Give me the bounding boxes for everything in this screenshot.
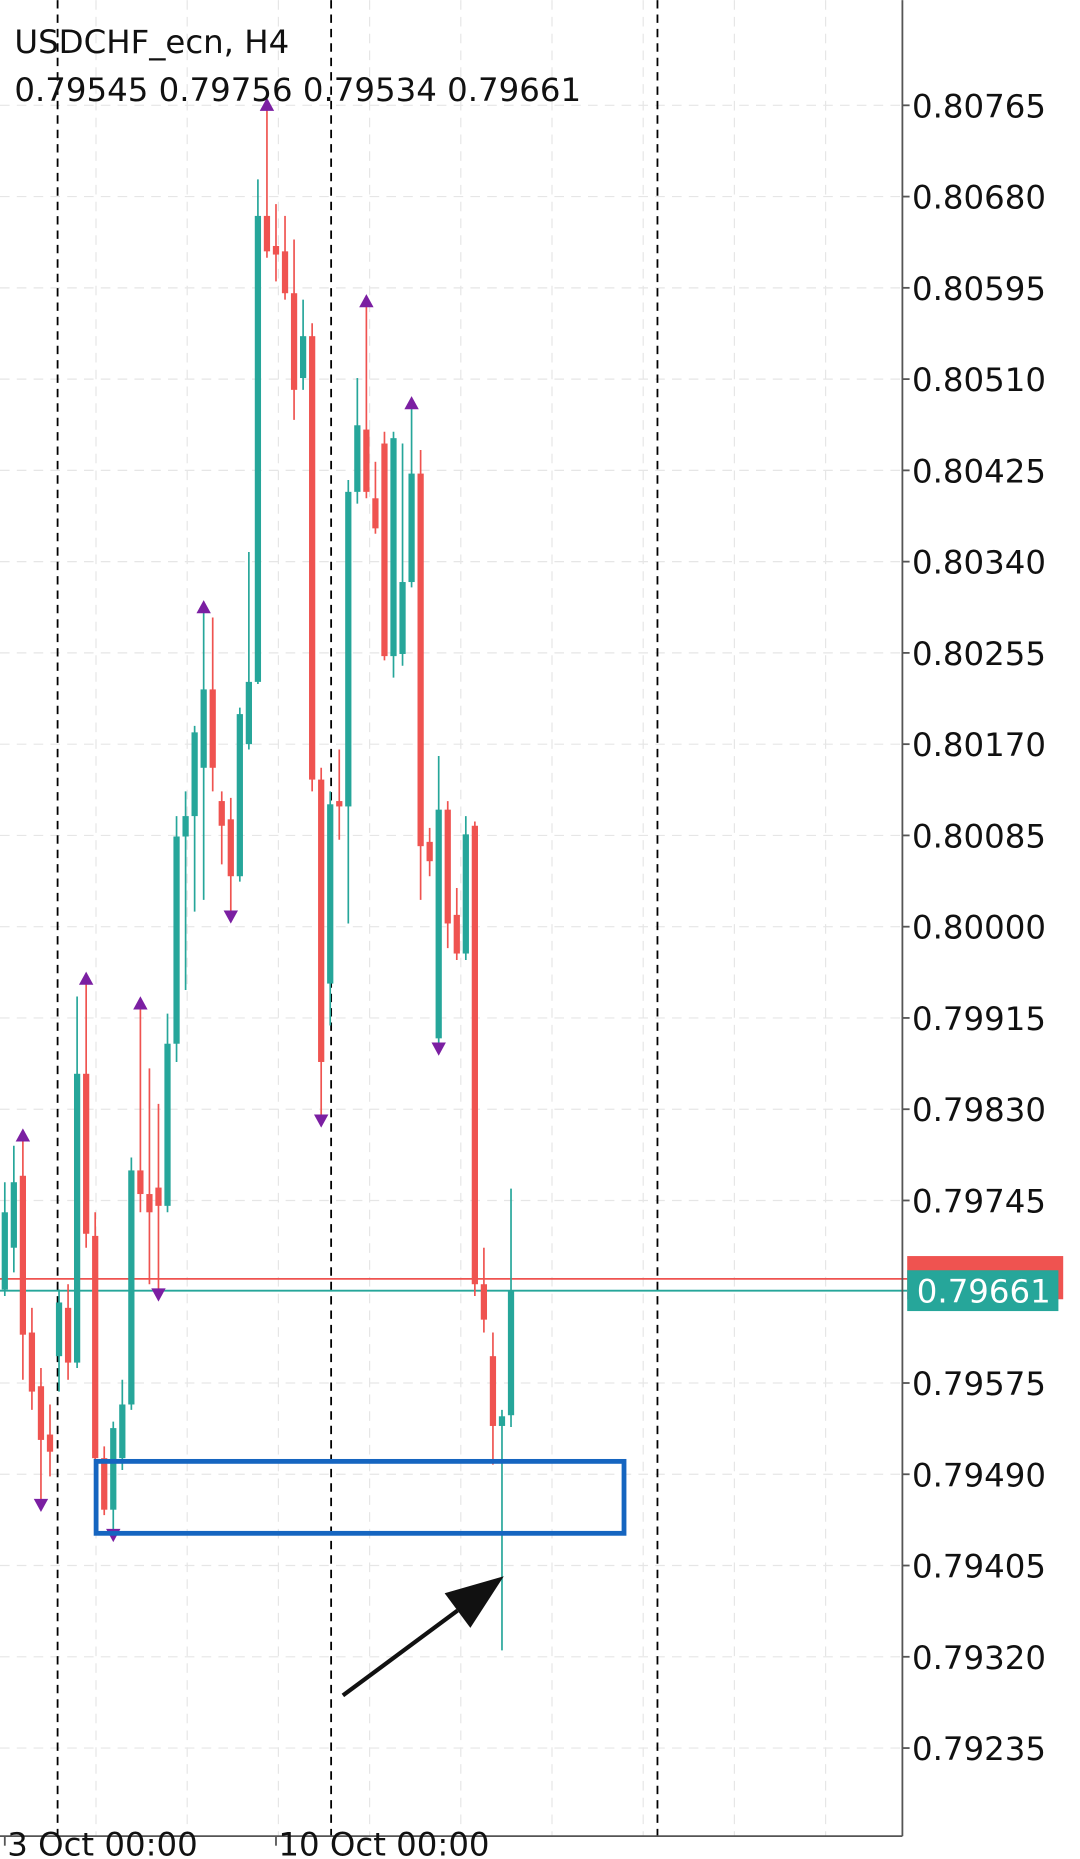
candle-body (462, 834, 469, 954)
candle-body (245, 681, 252, 745)
candle-body (471, 825, 478, 1285)
y-tick-label: 0.79830 (912, 1091, 1046, 1129)
bid-label-box (907, 1270, 1059, 1312)
y-tick-label: 0.79405 (912, 1548, 1046, 1586)
candle-body (119, 1404, 126, 1459)
candle-body (37, 1386, 45, 1440)
candle-body (263, 215, 271, 252)
fractal-up (196, 600, 211, 614)
y-tick-label: 0.79745 (912, 1182, 1046, 1220)
candle-body (227, 819, 234, 877)
y-tick-label: 0.80085 (912, 817, 1046, 855)
candle-body (164, 1043, 171, 1206)
y-tick-label: 0.79575 (912, 1365, 1046, 1403)
candle-body (309, 336, 316, 780)
candle-body (327, 804, 334, 984)
candle-body (182, 816, 189, 837)
zone-rectangle (93, 1458, 627, 1536)
candle-body (92, 1235, 99, 1459)
candle-body (345, 491, 352, 807)
candle-body (507, 1290, 515, 1416)
fractal-up (78, 971, 94, 985)
plot (0, 0, 1061, 1837)
candle-body (191, 732, 198, 817)
y-tick-label: 0.80425 (912, 452, 1046, 490)
candle-body (128, 1170, 135, 1405)
candle-body (64, 1307, 72, 1363)
candle-body (1, 1212, 8, 1290)
arrow-head (444, 1576, 504, 1628)
candle-body (146, 1194, 153, 1213)
y-tick-label: 0.80680 (912, 179, 1046, 217)
candle-body (73, 1073, 81, 1363)
candle-body (281, 251, 289, 294)
candle-body (480, 1284, 488, 1320)
candle-body (101, 1458, 108, 1510)
y-tick-label: 0.80765 (912, 87, 1046, 125)
candle-body (272, 245, 280, 255)
candle-body (46, 1434, 54, 1452)
candle-body (83, 1073, 90, 1234)
candle-body (10, 1182, 17, 1248)
fractal-up (259, 97, 275, 111)
candle-body (336, 801, 343, 807)
candle-body (489, 1356, 497, 1426)
candle-body (498, 1416, 506, 1426)
y-tick-label: 0.80170 (912, 726, 1046, 764)
y-tick-label: 0.80000 (912, 909, 1046, 947)
candle-body (426, 841, 433, 862)
candle-body (110, 1428, 117, 1510)
candle-body (155, 1187, 162, 1206)
candle-body (381, 443, 388, 657)
candle-body (453, 914, 460, 954)
y-tick-label: 0.79915 (912, 1000, 1046, 1038)
ohlc-readout: 0.79545 0.79756 0.79534 0.79661 (14, 71, 581, 109)
y-tick-label: 0.80340 (912, 544, 1046, 582)
candle-body (137, 1170, 144, 1195)
candle-body (399, 582, 406, 654)
fractal-up (133, 996, 148, 1010)
x-tick-label: 3 Oct 00:00 (7, 1825, 198, 1859)
candle-body (173, 836, 180, 1044)
fractal-down (151, 1288, 166, 1302)
y-tick-label: 0.79320 (912, 1639, 1046, 1677)
fractal-down (313, 1114, 329, 1128)
candle-body (417, 473, 424, 847)
fractal-up (404, 396, 419, 410)
candle-body (435, 809, 442, 1039)
fractal-down (223, 910, 238, 924)
chart-title: USDCHF_ecn, H4 (14, 23, 289, 61)
y-tick-label: 0.80255 (912, 635, 1046, 673)
candle-body (254, 215, 262, 682)
arrow-shaft (341, 1608, 459, 1698)
y-tick-label: 0.80510 (912, 361, 1046, 399)
x-tick-label: 10 Oct 00:00 (278, 1825, 489, 1859)
y-tick-label: 0.80595 (912, 270, 1046, 308)
fractal-up (15, 1128, 31, 1142)
candle-body (209, 689, 216, 768)
candle-body (372, 498, 379, 529)
candle-body (200, 689, 207, 768)
candle-body (236, 714, 243, 877)
fractal-up (359, 294, 374, 308)
candle-body (408, 473, 415, 583)
candle-body (390, 438, 397, 657)
candle-body (218, 801, 225, 826)
candle-body (363, 429, 370, 492)
candle-body (28, 1332, 36, 1392)
bid-label: 0.79661 (917, 1273, 1051, 1311)
candle-body (354, 425, 361, 492)
y-tick-label: 0.79235 (912, 1730, 1046, 1768)
candle-body (444, 809, 451, 924)
candle-body (19, 1175, 26, 1335)
candle-body (299, 336, 307, 379)
fractal-down (33, 1498, 49, 1513)
candle-body (318, 779, 325, 1062)
candle-body (55, 1302, 63, 1357)
y-tick-label: 0.79490 (912, 1456, 1046, 1494)
fractal-down (431, 1042, 446, 1056)
candle-body (290, 293, 298, 390)
